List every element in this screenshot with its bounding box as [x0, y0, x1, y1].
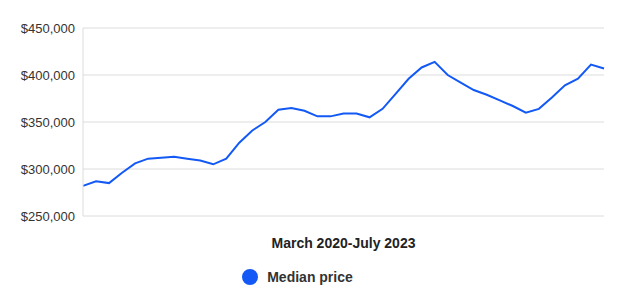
- svg-text:March 2020-July 2023: March 2020-July 2023: [272, 235, 416, 251]
- svg-text:$400,000: $400,000: [21, 68, 75, 83]
- svg-text:$300,000: $300,000: [21, 162, 75, 177]
- svg-text:$450,000: $450,000: [21, 21, 75, 36]
- html-text:Median price: Median price: [267, 269, 353, 285]
- svg-text:$350,000: $350,000: [21, 115, 75, 130]
- svg-text:$250,000: $250,000: [21, 209, 75, 224]
